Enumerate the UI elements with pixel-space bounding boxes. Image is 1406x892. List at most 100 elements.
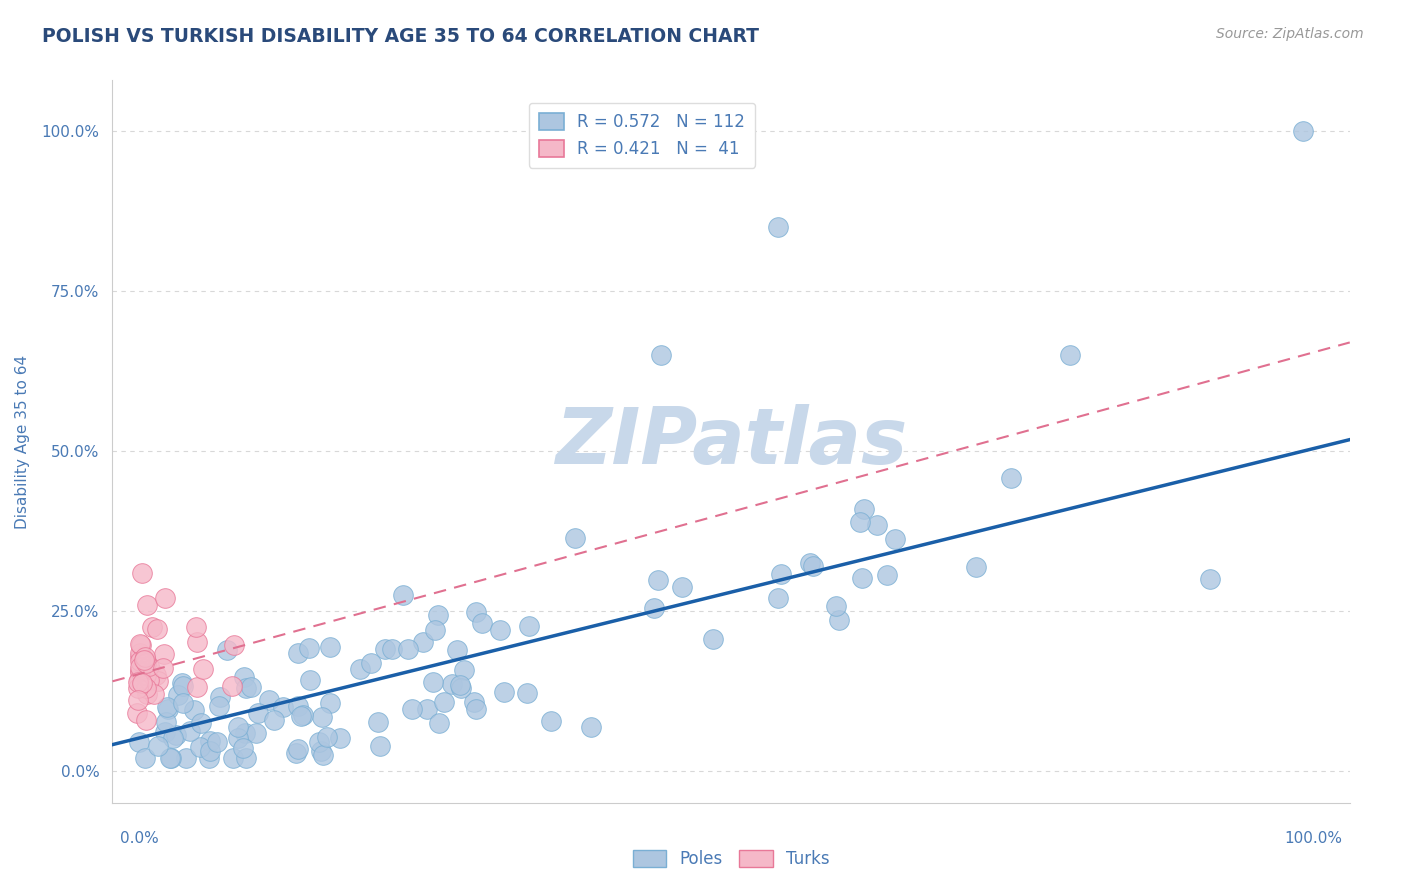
- Point: [285, 746, 308, 760]
- Point: [647, 573, 669, 587]
- Point: [190, 716, 212, 731]
- Point: [516, 685, 538, 699]
- Point: [766, 220, 789, 235]
- Point: [650, 348, 672, 362]
- Point: [851, 571, 873, 585]
- Point: [263, 713, 285, 727]
- Point: [135, 687, 157, 701]
- Point: [145, 668, 167, 682]
- Point: [319, 697, 342, 711]
- Point: [360, 656, 382, 670]
- Point: [273, 700, 295, 714]
- Point: [186, 680, 208, 694]
- Point: [188, 739, 211, 754]
- Point: [471, 616, 494, 631]
- Point: [401, 701, 423, 715]
- Point: [134, 650, 156, 665]
- Legend: Poles, Turks: Poles, Turks: [626, 843, 837, 875]
- Y-axis label: Disability Age 35 to 64: Disability Age 35 to 64: [15, 354, 30, 529]
- Point: [308, 735, 330, 749]
- Point: [1059, 348, 1081, 362]
- Point: [433, 695, 456, 709]
- Point: [226, 720, 249, 734]
- Point: [221, 679, 243, 693]
- Point: [148, 673, 170, 688]
- Point: [1292, 124, 1315, 138]
- Point: [138, 673, 160, 688]
- Point: [965, 560, 987, 574]
- Point: [494, 685, 516, 699]
- Point: [465, 605, 488, 619]
- Point: [172, 679, 194, 693]
- Point: [134, 653, 156, 667]
- Point: [128, 637, 150, 651]
- Point: [239, 680, 262, 694]
- Point: [374, 641, 396, 656]
- Point: [287, 698, 309, 713]
- Point: [876, 568, 898, 582]
- Point: [245, 726, 267, 740]
- Point: [291, 708, 314, 723]
- Point: [416, 701, 439, 715]
- Point: [766, 591, 789, 606]
- Point: [671, 581, 693, 595]
- Point: [702, 632, 724, 647]
- Point: [423, 623, 446, 637]
- Point: [422, 674, 444, 689]
- Point: [128, 660, 150, 674]
- Point: [162, 731, 184, 746]
- Point: [127, 675, 149, 690]
- Point: [769, 566, 792, 581]
- Point: [287, 646, 309, 660]
- Point: [564, 532, 586, 546]
- Text: 0.0%: 0.0%: [120, 831, 159, 846]
- Point: [883, 532, 905, 546]
- Point: [453, 663, 475, 677]
- Point: [801, 559, 824, 574]
- Point: [392, 588, 415, 602]
- Text: 100.0%: 100.0%: [1285, 831, 1343, 846]
- Point: [446, 642, 468, 657]
- Point: [136, 598, 159, 612]
- Point: [153, 725, 176, 739]
- Point: [135, 681, 157, 696]
- Point: [176, 751, 198, 765]
- Point: [170, 676, 193, 690]
- Point: [287, 742, 309, 756]
- Point: [852, 501, 875, 516]
- Point: [440, 677, 463, 691]
- Point: [183, 703, 205, 717]
- Legend: R = 0.572   N = 112, R = 0.421   N =  41: R = 0.572 N = 112, R = 0.421 N = 41: [529, 103, 755, 168]
- Point: [127, 692, 149, 706]
- Point: [134, 751, 156, 765]
- Point: [450, 681, 472, 695]
- Point: [131, 566, 153, 580]
- Point: [186, 635, 208, 649]
- Text: POLISH VS TURKISH DISABILITY AGE 35 TO 64 CORRELATION CHART: POLISH VS TURKISH DISABILITY AGE 35 TO 6…: [42, 27, 759, 45]
- Point: [349, 662, 371, 676]
- Point: [257, 693, 280, 707]
- Point: [160, 751, 183, 765]
- Point: [208, 699, 231, 714]
- Point: [449, 678, 471, 692]
- Point: [226, 731, 249, 746]
- Point: [141, 620, 163, 634]
- Point: [427, 715, 450, 730]
- Point: [186, 620, 208, 634]
- Point: [235, 681, 257, 695]
- Point: [412, 634, 434, 648]
- Point: [298, 640, 321, 655]
- Point: [235, 751, 257, 765]
- Point: [643, 601, 665, 615]
- Point: [152, 660, 174, 674]
- Point: [135, 656, 157, 670]
- Point: [825, 599, 848, 613]
- Point: [540, 714, 562, 728]
- Point: [232, 670, 254, 684]
- Point: [172, 696, 194, 710]
- Point: [517, 619, 540, 633]
- Point: [311, 709, 333, 723]
- Point: [463, 695, 485, 709]
- Point: [153, 591, 176, 606]
- Point: [132, 653, 155, 667]
